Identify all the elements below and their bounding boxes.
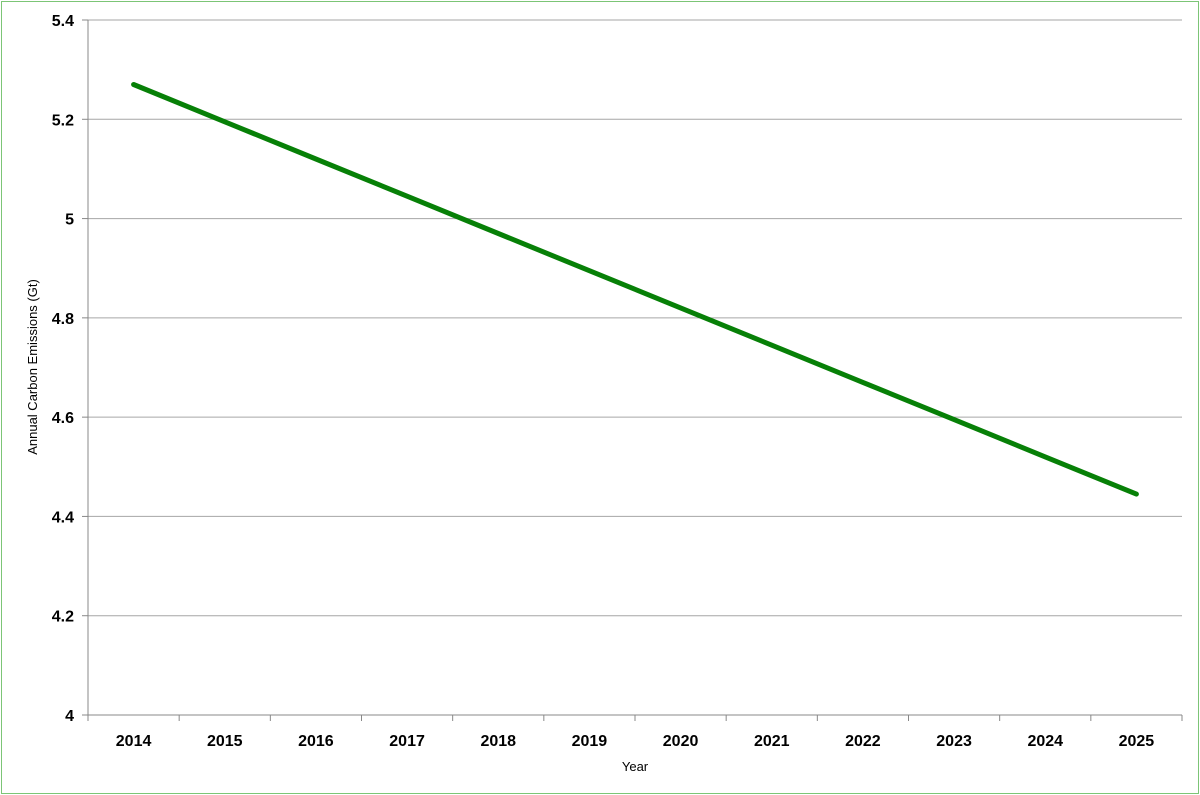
x-tick-label: 2023 <box>936 733 972 750</box>
gridlines <box>88 19 1182 617</box>
y-tick-label: 5 <box>65 212 74 229</box>
x-tick-label: 2018 <box>480 733 516 750</box>
axes <box>82 19 1183 721</box>
y-tick-label: 4.4 <box>52 509 74 526</box>
y-tick-label: 4.8 <box>52 311 74 328</box>
x-tick-label: 2022 <box>845 733 881 750</box>
series-group <box>131 82 1139 497</box>
y-tick-label: 4.2 <box>52 609 74 626</box>
y-tick-label: 5.2 <box>52 112 74 129</box>
x-tick-label: 2017 <box>389 733 425 750</box>
x-tick-label: 2021 <box>754 733 790 750</box>
x-axis-title: Year <box>622 759 649 774</box>
y-tick-label: 4.6 <box>52 410 74 427</box>
y-tick-label: 4 <box>65 708 74 725</box>
x-tick-label: 2014 <box>116 733 152 750</box>
x-tick-label: 2019 <box>572 733 608 750</box>
series-line <box>131 82 1139 497</box>
x-tick-label: 2020 <box>663 733 699 750</box>
y-tick-labels: 4 4.2 4.4 4.6 4.8 5 5.2 5.4 <box>52 13 74 725</box>
y-axis-title: Annual Carbon Emissions (Gt) <box>25 279 40 455</box>
x-tick-label: 2015 <box>207 733 243 750</box>
x-tick-label: 2025 <box>1119 733 1155 750</box>
x-tick-label: 2016 <box>298 733 334 750</box>
x-tick-label: 2024 <box>1027 733 1063 750</box>
x-tick-labels: 2014 2015 2016 2017 2018 2019 2020 2021 2022 2023… <box>116 733 1155 750</box>
y-tick-label: 5.4 <box>52 13 74 30</box>
